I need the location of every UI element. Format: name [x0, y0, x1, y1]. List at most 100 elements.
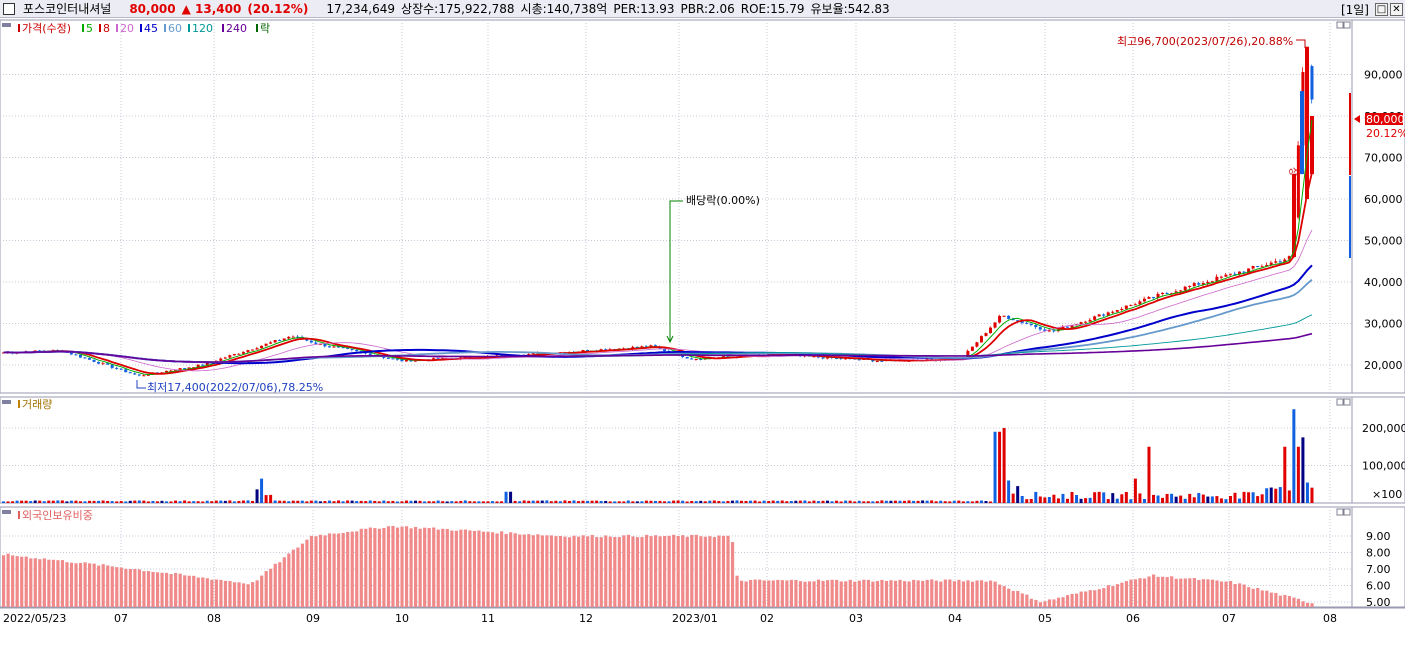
foreign-bar: [1079, 591, 1083, 607]
candle-body: [124, 369, 128, 373]
candle-body: [436, 358, 440, 360]
candle-body: [260, 345, 264, 349]
foreign-bar: [739, 580, 744, 607]
foreign-legend: 외국인보유비중: [22, 509, 93, 522]
foreign-bar: [970, 581, 975, 607]
foreign-bar: [712, 537, 717, 607]
volume-bar: [912, 500, 916, 503]
foreign-bar: [500, 531, 504, 607]
candle-body: [993, 322, 997, 328]
volume-bar: [617, 501, 621, 503]
candle-body: [223, 357, 227, 359]
foreign-bar: [83, 562, 87, 607]
candle-body: [74, 354, 78, 356]
candle-body: [2, 352, 5, 354]
dividend-line: [669, 200, 683, 342]
candle-body: [1079, 322, 1083, 325]
volume-bar: [626, 500, 630, 503]
maximize-icon[interactable]: □: [1375, 3, 1388, 16]
volume-bar: [812, 500, 816, 503]
volume-bar: [993, 431, 997, 503]
foreign-bar: [776, 579, 780, 607]
volume-bar: [463, 500, 467, 503]
volume-bar: [241, 500, 245, 503]
volume-bar: [970, 501, 974, 503]
foreign-bar: [1070, 593, 1074, 607]
volume-bar: [495, 501, 499, 503]
candle-body: [857, 359, 861, 361]
candle-body: [314, 342, 318, 344]
legend-swatch: [164, 24, 166, 32]
candle-body: [164, 370, 168, 373]
candle-body: [699, 358, 703, 360]
foreign-bar: [1016, 590, 1020, 607]
foreign-bar: [699, 536, 703, 607]
volume-bar: [857, 500, 861, 503]
volume-bar: [377, 501, 381, 503]
volume-bar: [1111, 493, 1115, 503]
volume-legend: 거래량: [22, 398, 52, 411]
foreign-bar: [1233, 584, 1237, 607]
price-tick-label: 40,000: [1364, 276, 1403, 289]
volume-bar: [522, 500, 526, 503]
candle-body: [1310, 66, 1314, 100]
volume-bar: [205, 500, 209, 503]
foreign-bar: [468, 530, 472, 607]
volume-bar: [78, 501, 82, 503]
price-tick-label: 30,000: [1364, 318, 1403, 331]
candle-body: [146, 374, 150, 376]
foreign-bar: [943, 579, 947, 607]
volume-bar: [359, 500, 363, 503]
volume-bar: [712, 500, 716, 503]
volume-bar: [201, 501, 205, 503]
foreign-bar: [1011, 590, 1015, 607]
price-change: ▲ 13,400: [181, 1, 242, 16]
foreign-bar: [563, 536, 567, 607]
x-axis-label: 04: [948, 612, 962, 625]
volume-bar: [296, 500, 300, 503]
foreign-bar: [1084, 591, 1088, 607]
foreign-bar: [567, 537, 572, 607]
foreign-bar: [309, 535, 314, 607]
volume-bar: [1292, 409, 1296, 503]
price-panel-handle-icon: [2, 23, 11, 27]
price-panel-max-icon: [1343, 21, 1351, 29]
foreign-bar: [124, 568, 128, 607]
volume-bar: [178, 501, 182, 503]
select-checkbox[interactable]: [3, 2, 15, 15]
volume-panel: [0, 396, 1405, 504]
foreign-bar: [717, 535, 721, 607]
volume-bar: [966, 501, 970, 503]
spike-candle: [1300, 91, 1304, 175]
period-label[interactable]: [1일]: [1340, 3, 1369, 17]
foreign-bar: [29, 558, 33, 607]
volume-bar: [164, 501, 168, 503]
candle-body: [1011, 318, 1015, 321]
foreign-bar: [653, 535, 658, 607]
volume-bar: [1056, 498, 1060, 503]
foreign-bar: [1029, 598, 1033, 607]
range-bar-down: [1349, 176, 1351, 258]
foreign-bar: [332, 533, 336, 607]
volume-bar: [155, 501, 159, 503]
foreign-bar: [1228, 581, 1233, 607]
legend-item: 45: [144, 22, 158, 35]
spike-candle: [1305, 46, 1309, 199]
volume-bar: [848, 500, 852, 503]
volume-bar: [1165, 493, 1169, 503]
candle-body: [341, 347, 345, 349]
foreign-bar: [948, 579, 952, 607]
foreign-bar: [115, 567, 119, 607]
candle-body: [441, 358, 445, 360]
candle-body: [296, 336, 300, 338]
volume-bar: [1016, 486, 1020, 503]
candle-body: [395, 358, 399, 360]
volume-bar: [15, 500, 19, 503]
volume-bar: [939, 500, 943, 503]
foreign-bar: [477, 530, 481, 607]
foreign-bar: [690, 534, 694, 607]
candle-body: [1206, 281, 1210, 284]
foreign-bar: [15, 556, 19, 607]
close-icon[interactable]: ✕: [1390, 3, 1403, 16]
